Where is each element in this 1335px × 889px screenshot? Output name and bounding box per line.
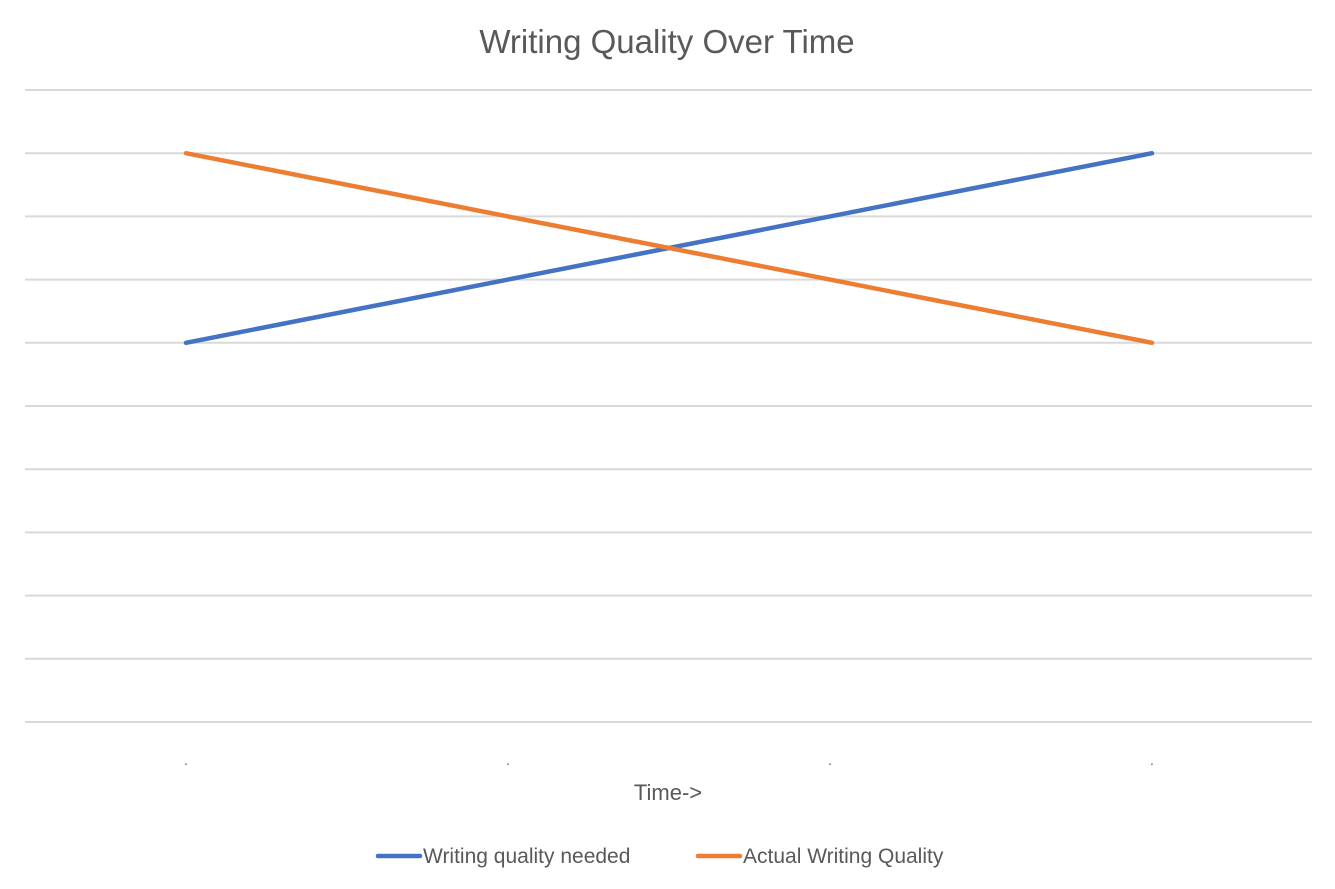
legend-label-1: Writing quality needed bbox=[423, 845, 630, 868]
x-tick-label: . bbox=[828, 752, 832, 768]
chart-title: Writing Quality Over Time bbox=[479, 23, 854, 60]
legend: Writing quality needed Actual Writing Qua… bbox=[375, 845, 944, 868]
series-line-2 bbox=[183, 150, 1155, 346]
gridlines bbox=[25, 89, 1312, 723]
x-axis-title: Time-> bbox=[634, 780, 702, 805]
x-tick-labels: .... bbox=[184, 752, 1154, 768]
x-tick-label: . bbox=[184, 752, 188, 768]
x-tick-label: . bbox=[506, 752, 510, 768]
x-tick-label: . bbox=[1150, 752, 1154, 768]
series-lines bbox=[183, 150, 1155, 346]
legend-label-2: Actual Writing Quality bbox=[743, 845, 944, 868]
